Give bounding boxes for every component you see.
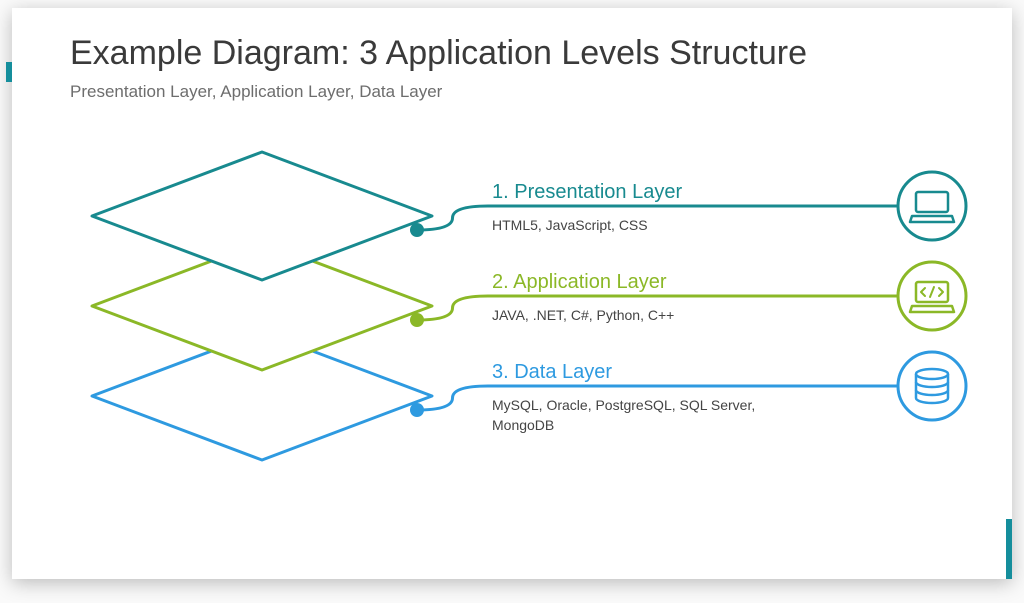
layer-icon-ring-application <box>898 262 966 330</box>
connector-dot-data <box>410 403 424 417</box>
layer-desc-presentation: HTML5, JavaScript, CSS <box>492 217 648 233</box>
layer-title-data: 3. Data Layer <box>492 361 612 383</box>
layer-desc-data: MySQL, Oracle, PostgreSQL, SQL Server, <box>492 397 755 413</box>
connector-dot-presentation <box>410 223 424 237</box>
connector-dot-application <box>410 313 424 327</box>
layer-icon-ring-presentation <box>898 172 966 240</box>
layer-desc-application: JAVA, .NET, C#, Python, C++ <box>492 307 674 323</box>
slide: Example Diagram: 3 Application Levels St… <box>12 8 1012 579</box>
layer-title-presentation: 1. Presentation Layer <box>492 181 682 203</box>
layer-diamond-presentation <box>92 152 432 280</box>
layer-desc2-data: MongoDB <box>492 417 554 433</box>
layer-title-application: 2. Application Layer <box>492 271 667 293</box>
layers-diagram: 1. Presentation Layer HTML5, JavaScript, … <box>12 8 1012 579</box>
